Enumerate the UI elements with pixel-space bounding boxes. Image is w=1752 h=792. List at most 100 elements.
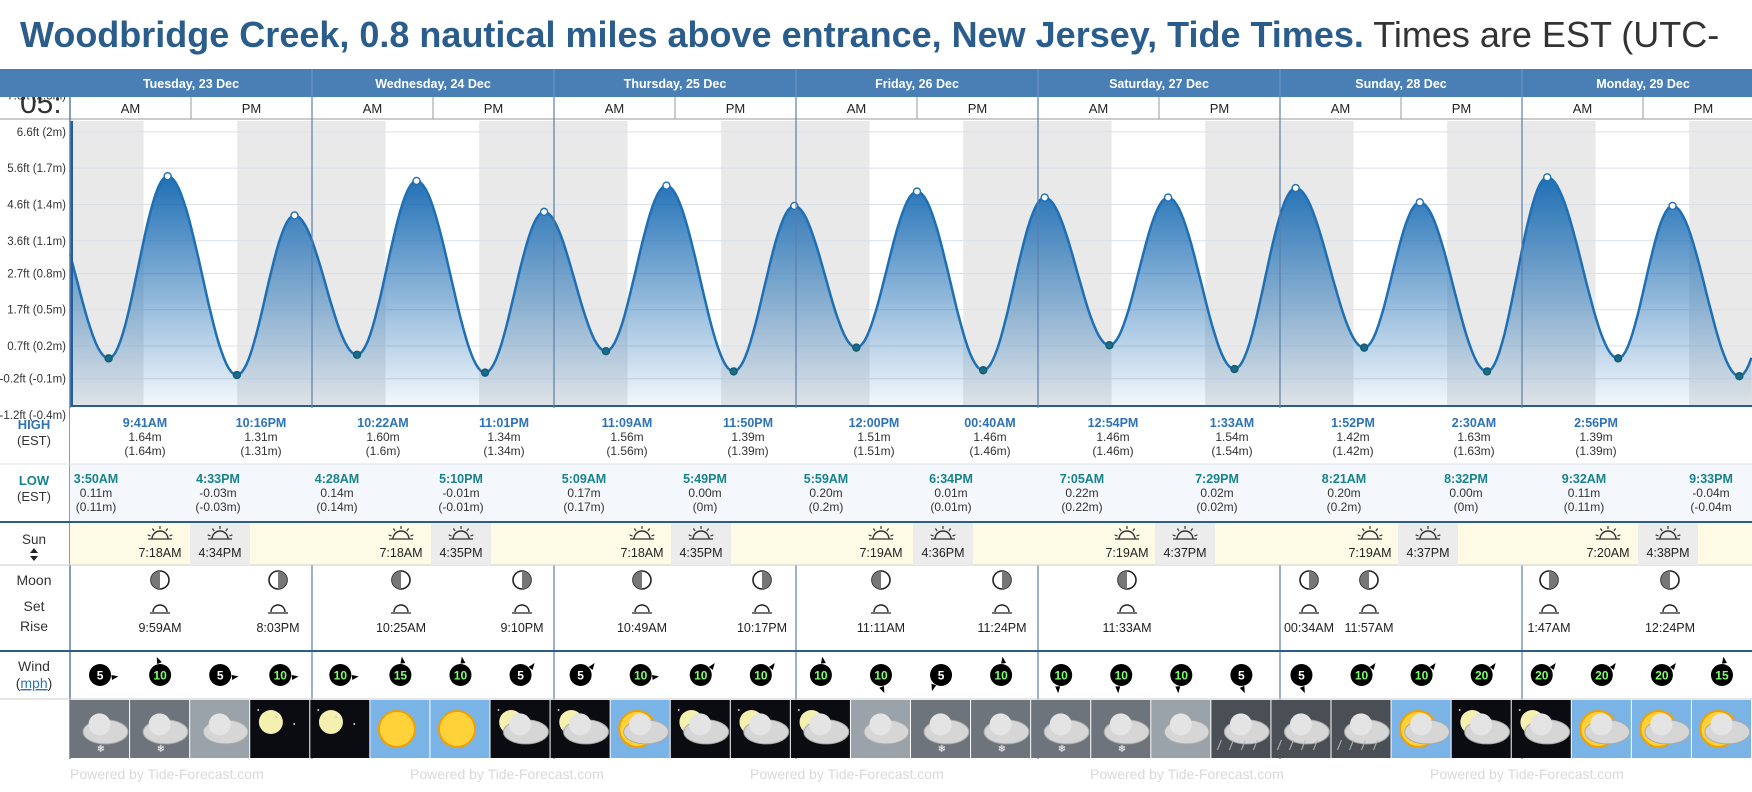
sun-ray	[225, 528, 229, 532]
wind-speed: 10	[153, 669, 167, 683]
low-tide-time: 9:32AM	[1562, 472, 1606, 486]
low-tide-time: 7:05AM	[1060, 472, 1104, 486]
high-tide-point[interactable]	[539, 207, 549, 217]
high-tide-point[interactable]	[163, 171, 172, 181]
high-tide-point[interactable]	[662, 181, 671, 190]
wind-speed: 10	[274, 669, 288, 683]
low-tide-height: 0.02m	[1200, 486, 1233, 500]
high-tide-height-alt: (1.42m)	[1332, 444, 1373, 458]
high-tide-point[interactable]	[1415, 198, 1425, 207]
wind-indicator: 10	[749, 663, 775, 686]
sunset-time: 4:37PM	[1163, 546, 1206, 560]
wind-indicator: 5	[569, 663, 595, 686]
sun-ray	[1437, 534, 1441, 537]
mph-link[interactable]: mph	[20, 675, 47, 691]
low-tide-height: 0.00m	[1449, 486, 1482, 500]
low-tide-point[interactable]	[1359, 343, 1369, 352]
low-tide-point[interactable]	[852, 343, 861, 352]
high-tide-height-alt: (1.64m)	[124, 444, 165, 458]
low-tide-point[interactable]	[1482, 367, 1492, 376]
sort-arrows-icon[interactable]	[30, 548, 38, 561]
y-axis-label: -1.2ft (-0.4m)	[0, 410, 66, 422]
page-title: Woodbridge Creek, 0.8 nautical miles abo…	[20, 12, 1719, 58]
cloud-shape	[208, 713, 231, 736]
low-tide-point[interactable]	[1735, 372, 1744, 381]
wind-indicator: 10	[869, 664, 892, 694]
star-shape	[317, 709, 320, 711]
low-row-label: LOW	[19, 473, 50, 488]
am-label: AM	[605, 101, 625, 116]
low-tide-time: 5:49PM	[683, 472, 727, 486]
low-tide-height-alt: (-0.01m)	[438, 500, 483, 514]
moon-row-label: Moon	[16, 572, 51, 588]
wind-indicator: 10	[449, 656, 472, 686]
wind-indicator: 10	[990, 656, 1013, 686]
wind-indicator: 10	[1110, 664, 1133, 694]
moon-time: 12:24PM	[1645, 621, 1695, 635]
sunset-icon	[1415, 526, 1441, 540]
sun-ray	[1114, 534, 1118, 537]
wind-indicator: 5	[930, 664, 953, 692]
wind-arrow-icon	[1115, 686, 1121, 694]
high-tide-time: 12:00PM	[849, 416, 900, 430]
wind-badge	[209, 664, 232, 686]
footer-bar	[0, 759, 1752, 787]
high-tide-point[interactable]	[1668, 201, 1677, 211]
day-header-label: Monday, 29 Dec	[1596, 77, 1690, 91]
high-tide-point[interactable]	[412, 176, 421, 186]
sun-ray	[647, 528, 651, 532]
cloud-shape	[749, 713, 772, 736]
wind-units-open: (	[16, 675, 21, 691]
sun-ray	[1655, 534, 1659, 537]
moon-time: 8:03PM	[256, 621, 299, 635]
wind-speed: 20	[1595, 669, 1609, 683]
high-tide-point[interactable]	[912, 187, 922, 196]
sunrise-time: 7:19AM	[859, 546, 902, 560]
high-tide-time: 11:50PM	[723, 416, 773, 430]
wind-badge	[809, 664, 832, 686]
moonrise-icon	[871, 604, 891, 614]
low-tide-point[interactable]	[1105, 341, 1114, 350]
high-tide-point[interactable]	[790, 201, 799, 211]
wind-indicator: 15	[389, 656, 412, 686]
wind-indicator: 20	[1530, 663, 1556, 686]
high-tide-point[interactable]	[1291, 183, 1300, 193]
low-tide-point[interactable]	[1613, 354, 1623, 363]
sun-ray	[388, 534, 392, 537]
low-tide-point[interactable]	[1230, 364, 1239, 374]
sun-ray	[1136, 534, 1140, 537]
sun-ray	[886, 528, 890, 532]
wind-badge	[1710, 664, 1733, 686]
snowflake-icon: ❄	[157, 744, 165, 755]
pm-label: PM	[484, 101, 504, 116]
wind-speed: 5	[517, 669, 524, 683]
sun-ray	[706, 528, 710, 532]
wind-speed: 5	[938, 669, 945, 683]
sunrise-icon	[629, 526, 655, 540]
moon-time: 11:57AM	[1344, 621, 1393, 635]
sun-ray	[1595, 534, 1599, 537]
high-tide-point[interactable]	[290, 211, 299, 220]
low-tide-point[interactable]	[601, 347, 611, 356]
moon-shadow	[762, 571, 771, 589]
low-tide-point[interactable]	[352, 350, 362, 359]
low-tide-height: 0.01m	[934, 486, 967, 500]
wind-speed: 5	[1298, 669, 1305, 683]
high-tide-point[interactable]	[1040, 193, 1049, 202]
low-tide-point[interactable]	[232, 370, 242, 380]
low-tide-height-alt: (0.01m)	[930, 500, 971, 514]
sun-cloud-icon	[1631, 700, 1691, 758]
low-tide-point[interactable]	[480, 368, 490, 377]
high-tide-point[interactable]	[1163, 193, 1173, 202]
wind-badge	[269, 664, 292, 686]
day-header-label: Sunday, 28 Dec	[1355, 77, 1447, 91]
wind-speed: 5	[97, 669, 104, 683]
low-tide-point[interactable]	[729, 367, 738, 376]
high-tide-point[interactable]	[1543, 173, 1552, 182]
low-tide-point[interactable]	[104, 354, 113, 363]
tide-chart[interactable]: 05:7.6ft (2.3m)6.6ft (2m)5.6ft (1.7m)4.6…	[0, 69, 1752, 787]
sun-ray	[392, 528, 396, 532]
low-tide-point[interactable]	[979, 366, 988, 375]
cloud-shape	[689, 713, 712, 736]
moon-arc	[1662, 604, 1678, 613]
